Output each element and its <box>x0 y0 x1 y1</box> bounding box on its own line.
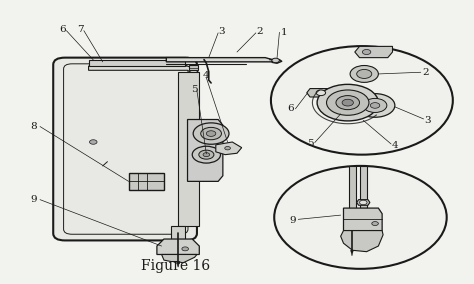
Polygon shape <box>89 66 199 77</box>
Circle shape <box>192 146 220 163</box>
Circle shape <box>372 222 378 225</box>
Circle shape <box>274 166 447 269</box>
Polygon shape <box>351 250 354 256</box>
Polygon shape <box>177 262 180 267</box>
Polygon shape <box>360 166 367 208</box>
Circle shape <box>203 153 210 156</box>
Text: 3: 3 <box>219 27 225 36</box>
Polygon shape <box>178 72 199 226</box>
Text: 6: 6 <box>287 104 294 113</box>
Circle shape <box>206 131 216 136</box>
Polygon shape <box>344 208 382 231</box>
Circle shape <box>363 99 387 112</box>
Text: 4: 4 <box>392 141 398 150</box>
Polygon shape <box>128 173 164 190</box>
Polygon shape <box>307 89 334 97</box>
Text: 5: 5 <box>191 85 198 94</box>
Polygon shape <box>189 65 198 70</box>
Circle shape <box>359 200 367 205</box>
Circle shape <box>357 70 372 78</box>
Circle shape <box>193 123 229 144</box>
Polygon shape <box>162 254 197 263</box>
Polygon shape <box>188 120 223 181</box>
Text: 5: 5 <box>307 139 313 149</box>
Polygon shape <box>216 142 242 155</box>
Circle shape <box>225 147 230 150</box>
Circle shape <box>362 49 371 55</box>
Polygon shape <box>355 46 392 58</box>
Polygon shape <box>357 200 370 205</box>
Polygon shape <box>166 58 273 62</box>
Circle shape <box>272 58 279 63</box>
Text: 4: 4 <box>203 71 210 80</box>
Circle shape <box>336 96 359 110</box>
Polygon shape <box>349 166 356 231</box>
Polygon shape <box>157 239 199 254</box>
Circle shape <box>199 150 214 159</box>
Polygon shape <box>341 231 383 252</box>
Polygon shape <box>89 60 185 66</box>
Circle shape <box>370 103 380 108</box>
Circle shape <box>182 247 189 251</box>
Circle shape <box>201 128 221 140</box>
Circle shape <box>316 90 326 96</box>
Text: 3: 3 <box>425 116 431 125</box>
Text: 9: 9 <box>30 195 37 204</box>
FancyBboxPatch shape <box>53 58 197 241</box>
Circle shape <box>350 66 378 82</box>
Circle shape <box>317 84 378 121</box>
Polygon shape <box>171 226 185 254</box>
Circle shape <box>271 46 453 155</box>
Circle shape <box>342 99 354 106</box>
Text: 2: 2 <box>422 68 429 77</box>
Text: 2: 2 <box>256 27 263 36</box>
Text: 7: 7 <box>77 25 84 34</box>
Circle shape <box>356 94 395 117</box>
Text: 1: 1 <box>281 28 287 37</box>
Text: 6: 6 <box>59 25 66 34</box>
Circle shape <box>327 90 369 115</box>
Text: 9: 9 <box>289 216 296 225</box>
Text: Figure 16: Figure 16 <box>141 259 210 273</box>
Text: 8: 8 <box>30 122 37 131</box>
Circle shape <box>90 140 97 144</box>
